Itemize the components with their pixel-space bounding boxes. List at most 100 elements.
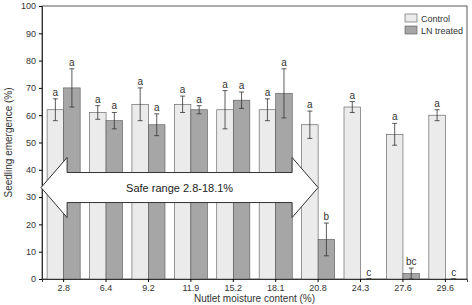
error-line — [156, 114, 157, 136]
error-line — [326, 223, 327, 256]
error-bar — [307, 111, 312, 138]
x-axis-line — [43, 280, 468, 283]
y-tick-mark — [39, 279, 42, 280]
letter-label: a — [349, 90, 355, 101]
x-axis-title: Nutlet moisture content (%) — [194, 293, 315, 304]
letter-label: a — [154, 102, 160, 113]
legend-item: Control — [405, 14, 450, 24]
error-cap — [112, 128, 117, 129]
legend: Control LN treated — [405, 14, 463, 36]
error-bar — [180, 96, 185, 112]
y-tick-label: 80 — [26, 56, 36, 66]
error-cap — [435, 109, 440, 110]
y-tick-mark — [39, 143, 42, 144]
error-cap — [451, 279, 456, 280]
x-tick-mark — [318, 279, 319, 282]
error-line — [267, 99, 268, 121]
error-cap — [281, 68, 286, 69]
error-cap — [180, 96, 185, 97]
annotation-arrow — [41, 158, 318, 218]
error-cap — [197, 113, 202, 114]
bar — [445, 279, 462, 280]
letter-label: a — [222, 79, 228, 90]
error-cap — [223, 90, 228, 91]
error-bar — [324, 223, 329, 256]
error-cap — [154, 113, 159, 114]
y-tick-label: 50 — [26, 138, 36, 148]
x-tick-mark — [106, 279, 107, 282]
error-bar — [112, 112, 117, 128]
letter-label: a — [53, 87, 59, 98]
error-bar — [281, 69, 286, 118]
letter-label: a — [434, 98, 440, 109]
error-bar — [223, 91, 228, 129]
error-line — [55, 99, 56, 121]
y-tick-mark — [39, 33, 42, 34]
y-tick-label: 70 — [26, 83, 36, 93]
legend-item: LN treated — [405, 26, 463, 36]
error-cap — [138, 87, 143, 88]
error-cap — [112, 112, 117, 113]
error-cap — [53, 120, 58, 121]
y-tick-mark — [39, 197, 42, 198]
y-tick-label: 40 — [26, 165, 36, 175]
y-tick-mark — [39, 252, 42, 253]
y-tick-mark — [39, 224, 42, 225]
y-tick-mark — [39, 170, 42, 171]
x-tick: 11.9 — [182, 279, 199, 293]
x-tick-mark — [63, 279, 64, 282]
error-line — [241, 92, 242, 108]
error-cap — [409, 268, 414, 269]
error-bar — [69, 69, 74, 107]
error-cap — [281, 117, 286, 118]
bar — [386, 134, 403, 279]
y-tick: 90 — [26, 29, 42, 39]
error-line — [140, 88, 141, 121]
error-cap — [451, 279, 456, 280]
error-bar — [265, 99, 270, 121]
error-bar — [366, 279, 371, 280]
x-tick-mark — [445, 279, 446, 282]
bar — [429, 115, 446, 279]
x-tick-label: 9.2 — [142, 283, 155, 293]
x-tick-label: 15.2 — [225, 283, 243, 293]
x-tick: 27.6 — [394, 279, 412, 293]
y-tick: 30 — [26, 192, 42, 202]
x-tick-label: 27.6 — [394, 283, 412, 293]
letter-label: a — [281, 57, 287, 68]
error-cap — [409, 279, 414, 280]
error-cap — [324, 223, 329, 224]
y-tick: 80 — [26, 56, 42, 66]
x-tick: 24.3 — [352, 279, 370, 293]
y-tick: 50 — [26, 138, 42, 148]
y-tick: 10 — [26, 247, 42, 257]
letter-label: a — [196, 94, 202, 105]
error-cap — [223, 128, 228, 129]
letter-label: a — [239, 80, 245, 91]
error-cap — [435, 120, 440, 121]
letter-label: a — [95, 94, 101, 105]
letter-label: c — [366, 267, 371, 278]
error-cap — [180, 112, 185, 113]
error-bar — [53, 99, 58, 121]
error-cap — [197, 105, 202, 106]
error-line — [71, 69, 72, 107]
error-cap — [307, 111, 312, 112]
error-line — [114, 112, 115, 128]
x-tick-label: 29.6 — [437, 283, 455, 293]
annotation-text: Safe range 2.8-18.1% — [126, 182, 233, 194]
letter-label: a — [112, 100, 118, 111]
error-cap — [265, 98, 270, 99]
y-tick: 100 — [21, 1, 42, 11]
error-line — [352, 102, 353, 113]
x-tick: 6.4 — [100, 279, 113, 293]
x-tick-mark — [402, 279, 403, 282]
error-bar — [350, 102, 355, 113]
letter-label: a — [392, 111, 398, 122]
y-tick: 20 — [26, 220, 42, 230]
error-line — [97, 106, 98, 120]
y-axis: 0102030405060708090100 — [21, 1, 43, 284]
error-line — [182, 96, 183, 112]
error-bar — [239, 92, 244, 108]
error-bar — [435, 110, 440, 121]
